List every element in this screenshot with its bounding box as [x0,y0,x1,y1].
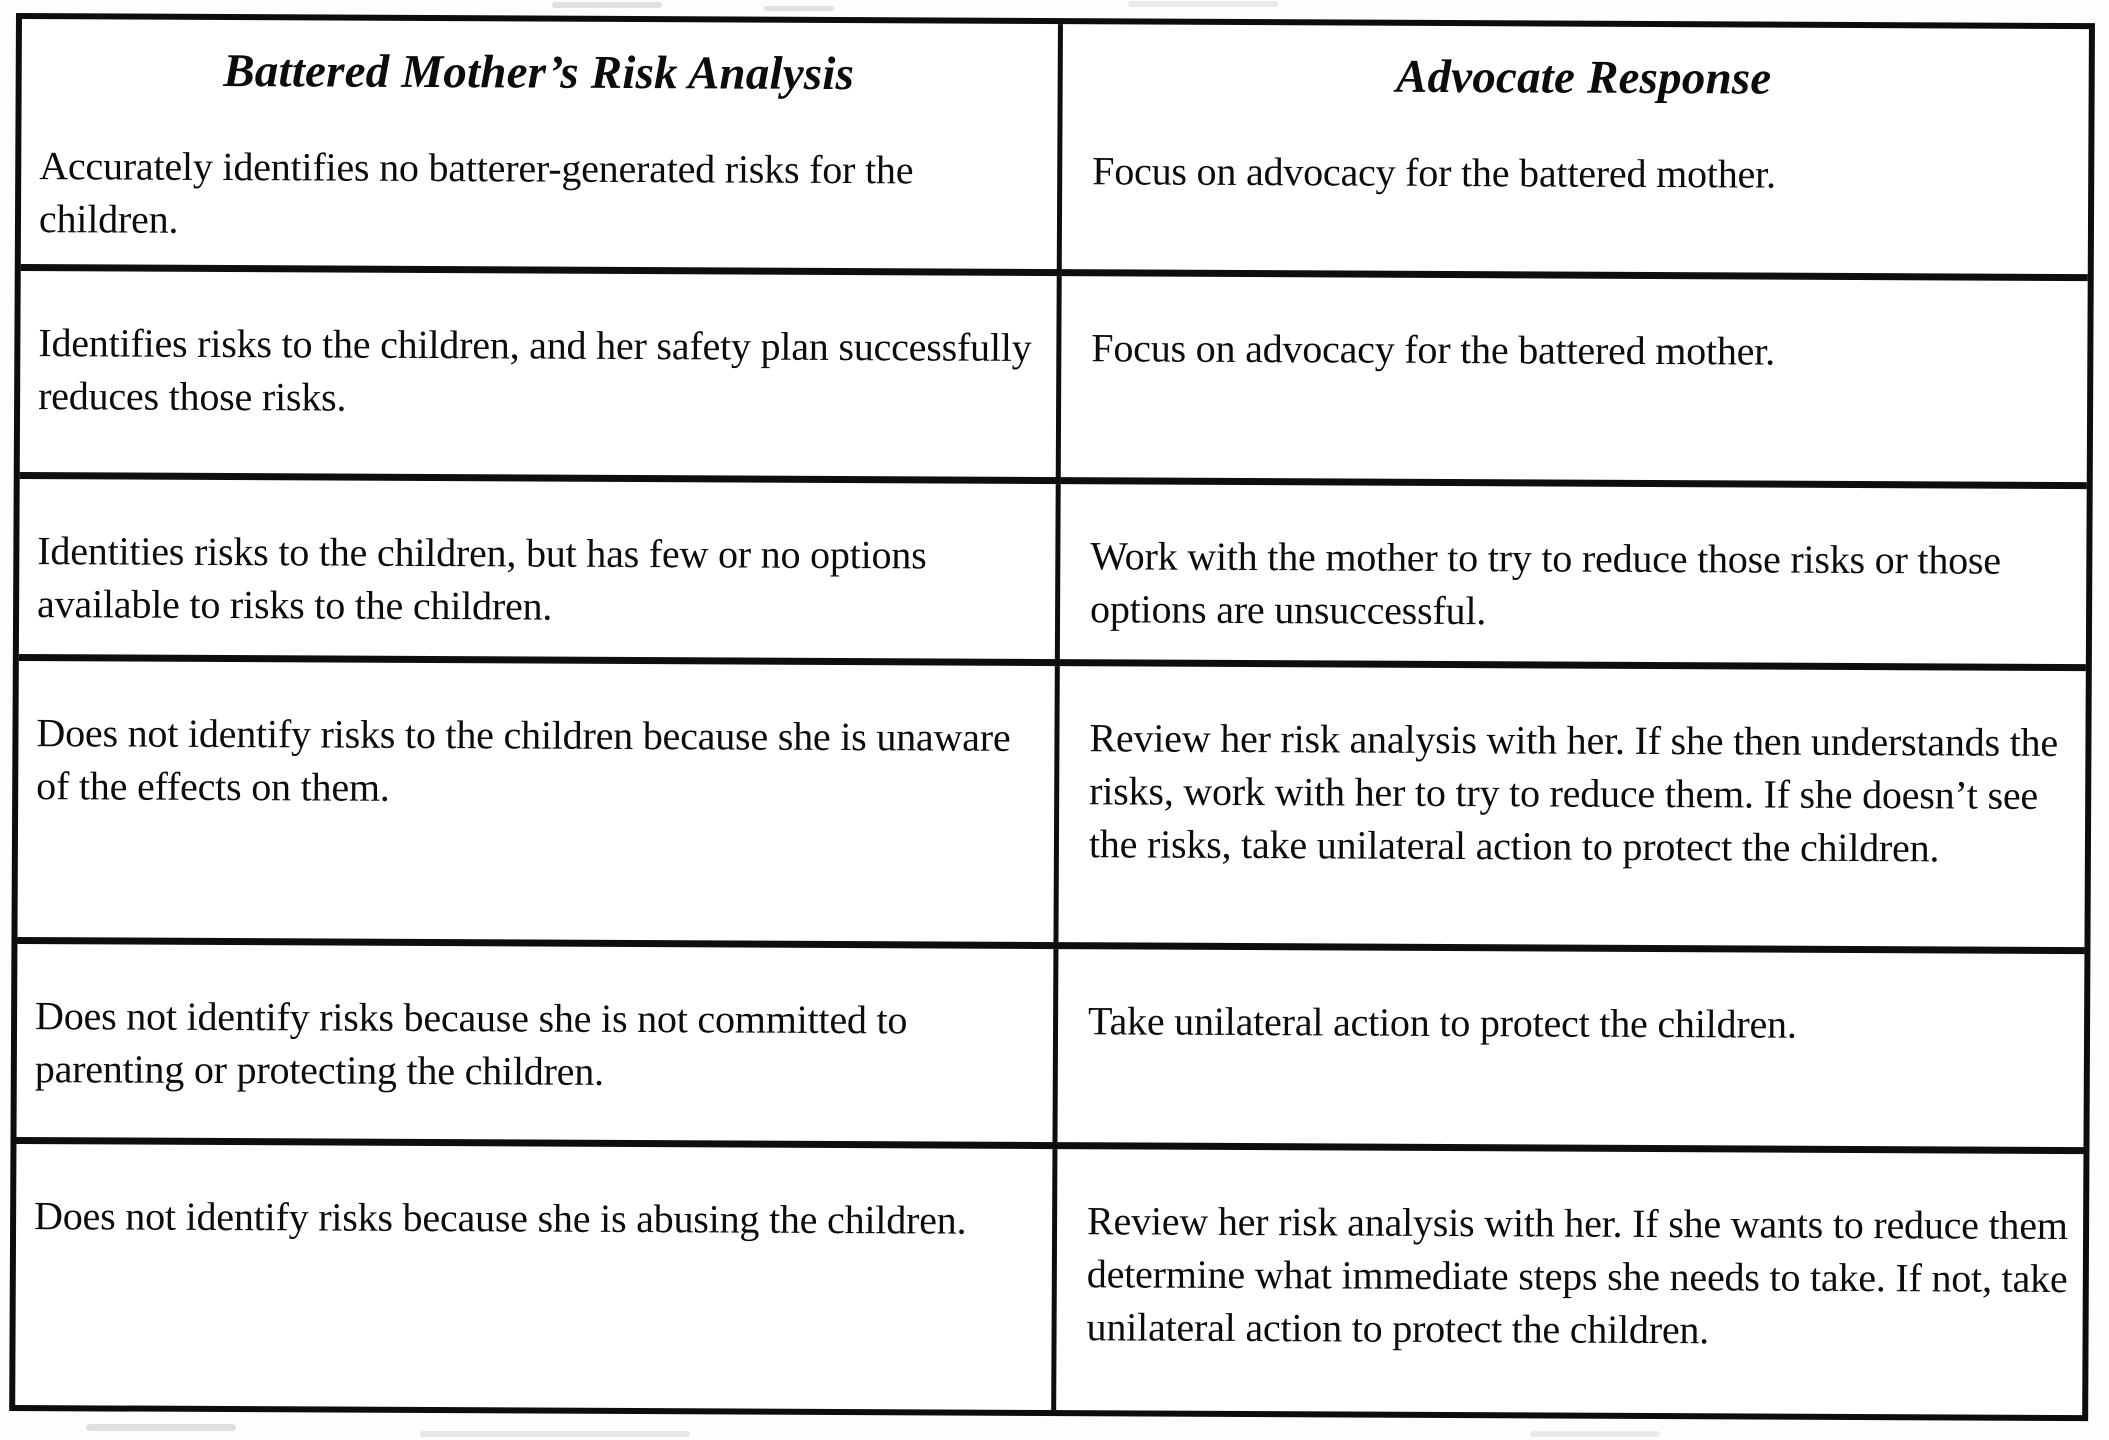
table-cell-response-4: Take unilateral action to protect the ch… [1057,949,2085,1155]
table-cell-risk-2: Identities risks to the children, but ha… [18,479,1061,667]
scan-smudge [420,1431,690,1437]
table-cell-response-5: Review her risk analysis with her. If sh… [1056,1149,2083,1415]
table-cell-risk-0: Battered Mother’s Risk Analysis Accurate… [20,19,1063,277]
table-cell-risk-1: Identifies risks to the children, and he… [19,271,1062,485]
cell-text: Does not identify risks to the children … [36,710,1011,810]
cell-text: Identifies risks to the children, and he… [38,320,1032,420]
table-cell-response-0: Advocate Response Focus on advocacy for … [1061,24,2089,282]
table-cell-response-3: Review her risk analysis with her. If sh… [1058,666,2086,955]
scan-smudge [86,1424,236,1431]
cell-text: Take unilateral action to protect the ch… [1087,998,1797,1047]
cell-text: Does not identify risks because she is n… [34,993,908,1094]
table-cell-response-1: Focus on advocacy for the battered mothe… [1060,276,2088,490]
cell-text: Identities risks to the children, but ha… [37,528,927,629]
risk-analysis-table: Battered Mother’s Risk Analysis Accurate… [9,13,2095,1422]
cell-text: Focus on advocacy for the battered mothe… [1091,325,1776,374]
cell-text: Review her risk analysis with her. If sh… [1086,1198,2068,1352]
cell-text: Focus on advocacy for the battered mothe… [1092,148,1776,197]
scan-smudge [764,6,834,11]
cell-text: Work with the mother to try to reduce th… [1089,533,2002,633]
table-cell-risk-3: Does not identify risks to the children … [17,661,1060,950]
cell-text: Accurately identifies no batterer-genera… [38,142,914,242]
scan-smudge [1128,1,1278,7]
scan-smudge [1530,1431,1660,1437]
table-cell-response-2: Work with the mother to try to reduce th… [1059,484,2087,672]
column-header-advocate-response: Advocate Response [1395,50,1772,105]
table-cell-risk-4: Does not identify risks because she is n… [16,944,1059,1150]
table-cell-risk-5: Does not identify risks because she is a… [15,1144,1058,1411]
column-header-risk-analysis: Battered Mother’s Risk Analysis [223,45,855,101]
scan-smudge [552,2,662,8]
cell-text: Does not identify risks because she is a… [34,1193,967,1243]
cell-text: Review her risk analysis with her. If sh… [1088,715,2059,871]
